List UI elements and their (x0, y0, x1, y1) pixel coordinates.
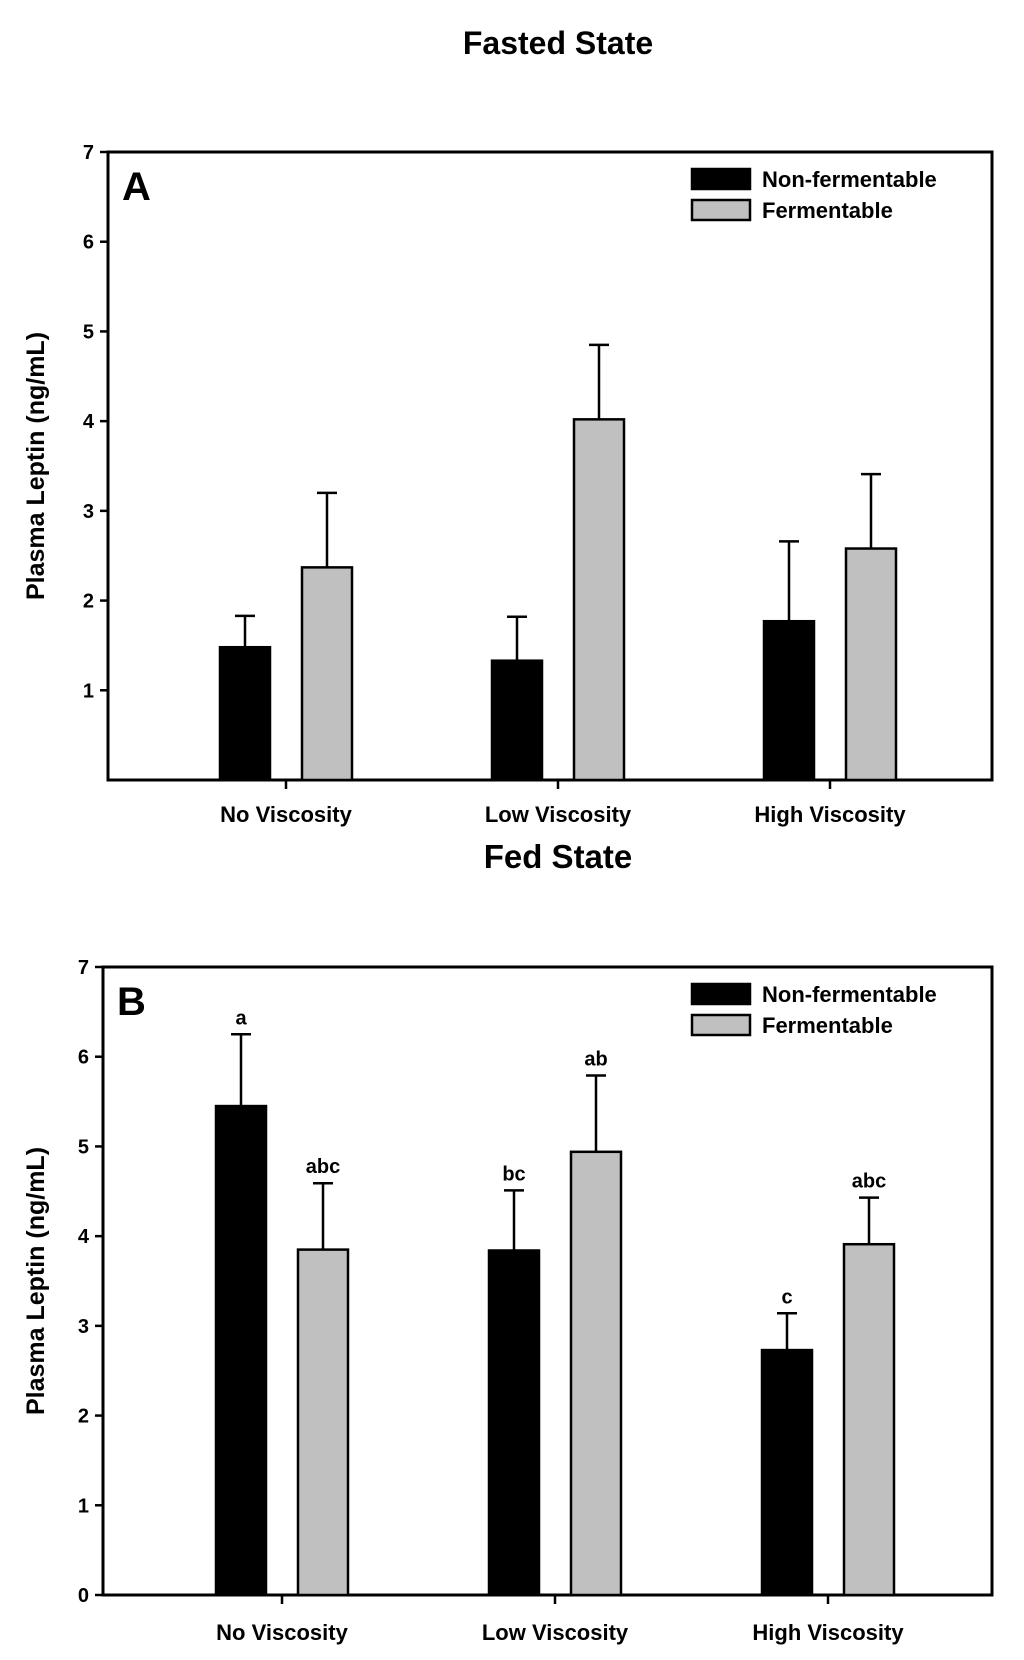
x-tick-label: Low Viscosity (482, 1620, 629, 1645)
y-tick-label: 1 (83, 680, 94, 702)
y-tick-label: 7 (83, 142, 94, 164)
legend-swatch (690, 198, 752, 222)
x-tick-label: Low Viscosity (485, 802, 632, 827)
x-tick-label: No Viscosity (216, 1620, 348, 1645)
legend-label: Fermentable (762, 198, 893, 223)
y-tick-label: 4 (78, 1226, 90, 1248)
y-axis-label: Plasma Leptin (ng/mL) (22, 1147, 50, 1415)
bar-fermentable (300, 566, 354, 782)
chart-panel-a: Fasted State 1 2 3 4 5 6 7 Plasma Leptin (ng/mL)… (22, 25, 994, 827)
panel-label: B (117, 980, 146, 1024)
bar-data-label: a (235, 1007, 247, 1029)
y-tick-label: 2 (83, 591, 94, 613)
bar-non-fermentable (490, 659, 544, 782)
legend-swatch (690, 167, 752, 191)
bar-non-fermentable (218, 645, 272, 782)
bar-fermentable (569, 1150, 623, 1597)
legend-label: Fermentable (762, 1013, 893, 1038)
bar-non-fermentable (214, 1104, 268, 1597)
y-tick-label: 6 (83, 232, 94, 254)
bar-data-label: c (781, 1286, 792, 1308)
y-tick-label: 0 (78, 1585, 89, 1607)
bar-fermentable (572, 418, 626, 782)
y-tick-label: 6 (78, 1047, 89, 1069)
bar-data-label: abc (852, 1171, 886, 1193)
legend-swatch (690, 982, 752, 1006)
legend-swatch (690, 1013, 752, 1037)
legend-label: Non-fermentable (762, 982, 937, 1007)
chart-title: Fasted State (463, 25, 653, 61)
x-tick-label: No Viscosity (220, 802, 352, 827)
bar-fermentable (296, 1248, 350, 1597)
y-tick-label: 5 (78, 1136, 89, 1158)
plot-frame (101, 965, 994, 1597)
bar-fermentable (842, 1242, 896, 1597)
y-tick-label: 5 (83, 321, 94, 343)
chart-panel-b: Fed State 0 1 2 3 4 5 6 7 Plasma Leptin (ng/mL) B N… (22, 838, 994, 1645)
y-tick-label: 3 (78, 1316, 89, 1338)
panel-label: A (122, 165, 151, 209)
y-tick-label: 7 (78, 957, 89, 979)
y-axis-label: Plasma Leptin (ng/mL) (22, 332, 50, 600)
bar-data-label: abc (306, 1156, 340, 1178)
plot-frame (106, 150, 994, 782)
bar-non-fermentable (762, 619, 816, 782)
bar-non-fermentable (760, 1348, 814, 1597)
y-tick-label: 2 (78, 1406, 89, 1428)
x-tick-label: High Viscosity (754, 802, 906, 827)
x-tick-label: High Viscosity (752, 1620, 904, 1645)
bar-data-label: ab (584, 1049, 607, 1071)
bar-fermentable (844, 547, 898, 782)
bar-data-label: bc (502, 1163, 525, 1185)
y-tick-label: 3 (83, 501, 94, 523)
y-tick-label: 4 (83, 411, 95, 433)
bar-non-fermentable (487, 1249, 541, 1597)
legend-label: Non-fermentable (762, 167, 937, 192)
chart-title: Fed State (484, 838, 633, 875)
y-tick-label: 1 (78, 1495, 89, 1517)
